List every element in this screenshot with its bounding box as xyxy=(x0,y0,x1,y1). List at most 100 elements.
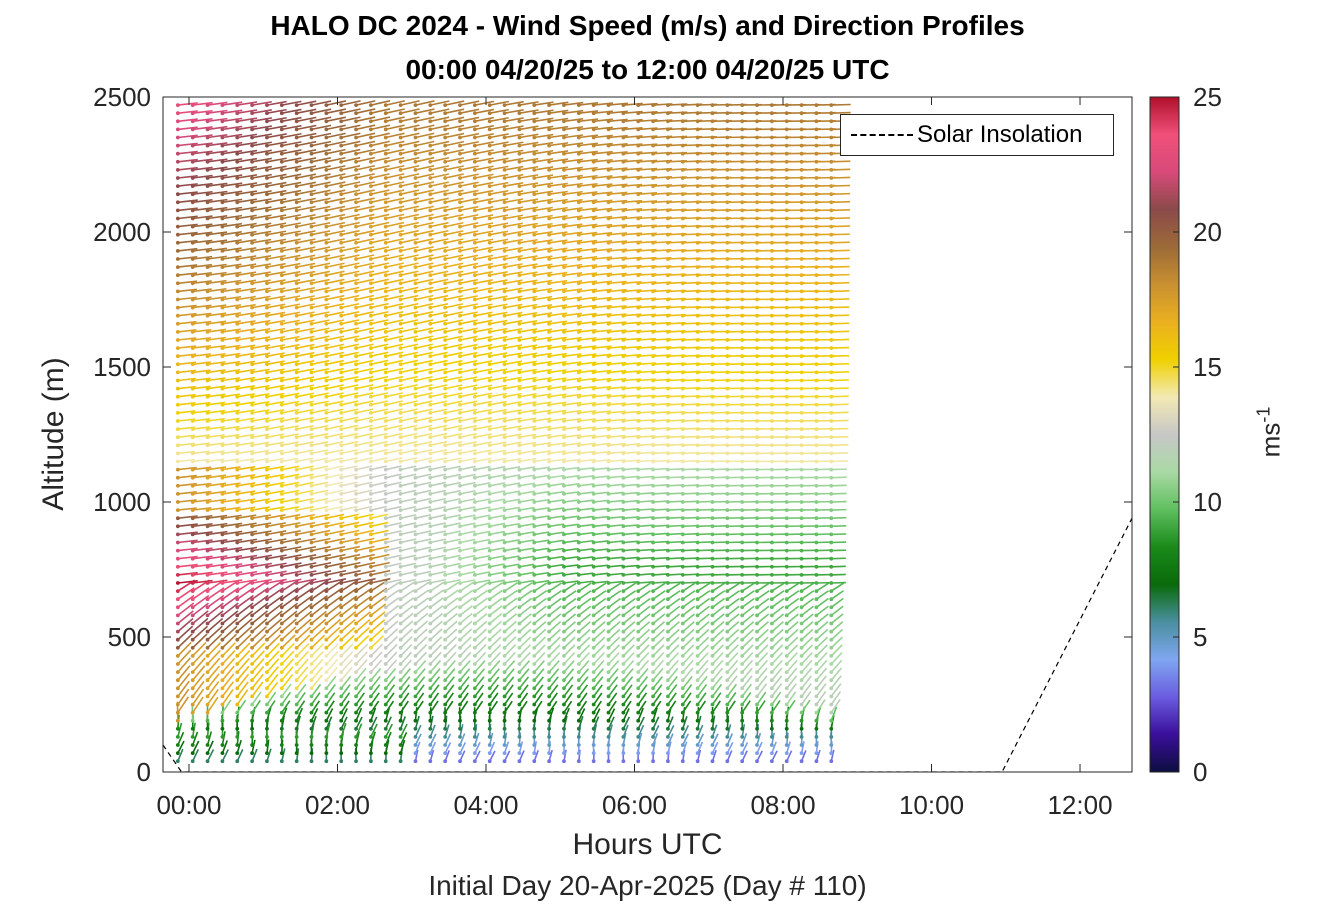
wind-barb-dot xyxy=(339,589,344,593)
wind-barb-dot xyxy=(294,581,299,585)
wind-barb-dot xyxy=(190,694,195,699)
wind-barb xyxy=(222,466,241,471)
wind-barb-dot xyxy=(383,710,388,715)
wind-barb-dot xyxy=(235,637,240,642)
wind-barb-dot xyxy=(487,613,492,618)
wind-barb-dot xyxy=(398,678,403,683)
wind-barb-dot xyxy=(294,135,299,140)
wind-barb xyxy=(206,633,223,649)
wind-barb-dot xyxy=(517,346,522,350)
wind-barb xyxy=(504,563,520,568)
wind-barb xyxy=(237,190,258,195)
wind-barb xyxy=(221,689,234,705)
wind-barb-dot xyxy=(443,427,448,431)
wind-barb-dot xyxy=(324,710,329,715)
wind-barb-dot xyxy=(487,524,492,529)
wind-barb-dot xyxy=(354,386,358,391)
wind-barb-dot xyxy=(324,305,329,310)
wind-barb-dot xyxy=(398,273,403,278)
wind-barb-dot xyxy=(354,694,358,699)
wind-barb-dot xyxy=(354,232,358,237)
wind-barb xyxy=(414,597,429,608)
wind-barb-dot xyxy=(428,654,433,658)
wind-barb-dot xyxy=(487,556,492,561)
wind-barb xyxy=(549,547,564,552)
wind-barb xyxy=(310,674,323,689)
wind-barb-dot xyxy=(591,759,596,764)
wind-barb-dot xyxy=(279,654,284,658)
wind-barb-dot xyxy=(398,127,403,132)
wind-barb-dot xyxy=(576,597,581,602)
wind-barb-dot xyxy=(591,127,596,132)
wind-barb-dot xyxy=(413,111,418,116)
wind-barb xyxy=(222,393,241,398)
wind-barb xyxy=(207,571,228,576)
wind-barb-dot xyxy=(398,645,403,650)
wind-barb-dot xyxy=(517,475,522,480)
wind-barb-dot xyxy=(576,151,581,156)
wind-barb-dot xyxy=(502,475,507,480)
wind-barb xyxy=(593,548,609,552)
wind-barb-dot xyxy=(294,289,299,294)
wind-barb-dot xyxy=(205,111,210,116)
wind-barb-dot xyxy=(443,540,448,545)
wind-barb-dot xyxy=(354,467,358,472)
wind-barb xyxy=(237,238,257,244)
wind-barb xyxy=(251,490,270,495)
wind-barb-dot xyxy=(175,508,180,512)
wind-barb-dot xyxy=(220,621,225,626)
wind-barb-dot xyxy=(279,346,284,350)
wind-barb-dot xyxy=(339,135,344,140)
wind-barb-dot xyxy=(354,524,358,529)
wind-barb-dot xyxy=(576,184,581,189)
wind-barb-dot xyxy=(591,613,596,618)
wind-barb xyxy=(474,522,491,528)
wind-barb-dot xyxy=(517,759,522,764)
wind-barb-dot xyxy=(576,662,581,666)
wind-barb-dot xyxy=(205,305,210,310)
wind-barb-dot xyxy=(265,354,269,359)
wind-barb-dot xyxy=(398,459,403,464)
wind-barb-dot xyxy=(205,378,210,383)
wind-barb-dot xyxy=(383,654,388,658)
wind-barb-dot xyxy=(487,208,492,213)
wind-barb-dot xyxy=(413,208,418,213)
wind-barb-dot xyxy=(413,289,418,294)
wind-barb-dot xyxy=(428,443,433,448)
wind-barb-dot xyxy=(562,629,566,634)
wind-barb-dot xyxy=(517,670,522,674)
wind-barb xyxy=(192,482,212,487)
wind-barb-dot xyxy=(324,135,329,140)
wind-barb-dot xyxy=(190,151,195,156)
wind-barb-dot xyxy=(458,654,462,658)
wind-barb-dot xyxy=(606,589,611,593)
wind-barb-dot xyxy=(398,516,403,521)
wind-barb-dot xyxy=(205,702,210,707)
wind-barb-dot xyxy=(175,540,180,545)
wind-barb-dot xyxy=(576,208,581,213)
wind-barb xyxy=(251,392,270,398)
wind-barb-dot xyxy=(309,297,314,302)
wind-barb-dot xyxy=(175,394,180,399)
wind-barb-dot xyxy=(562,451,566,456)
wind-barb-dot xyxy=(369,216,373,221)
wind-barb-dot xyxy=(220,629,225,634)
wind-barb-dot xyxy=(265,451,269,456)
wind-barb-dot xyxy=(517,200,522,205)
wind-barb-dot xyxy=(532,613,537,618)
wind-barb-dot xyxy=(532,678,537,683)
wind-barb-dot xyxy=(294,111,299,116)
wind-barb xyxy=(548,590,562,600)
wind-barb-dot xyxy=(606,532,611,537)
wind-barb-dot xyxy=(369,670,373,674)
wind-barb-dot xyxy=(324,637,329,642)
wind-barb-dot xyxy=(354,321,358,326)
wind-barb-dot xyxy=(250,508,255,512)
wind-barb-dot xyxy=(428,240,433,245)
wind-barb-dot xyxy=(591,273,596,278)
wind-barb-dot xyxy=(606,362,611,367)
wind-barb-dot xyxy=(562,662,566,666)
wind-barb-dot xyxy=(250,516,255,521)
wind-barb-dot xyxy=(175,119,180,124)
wind-barb-dot xyxy=(235,483,240,488)
